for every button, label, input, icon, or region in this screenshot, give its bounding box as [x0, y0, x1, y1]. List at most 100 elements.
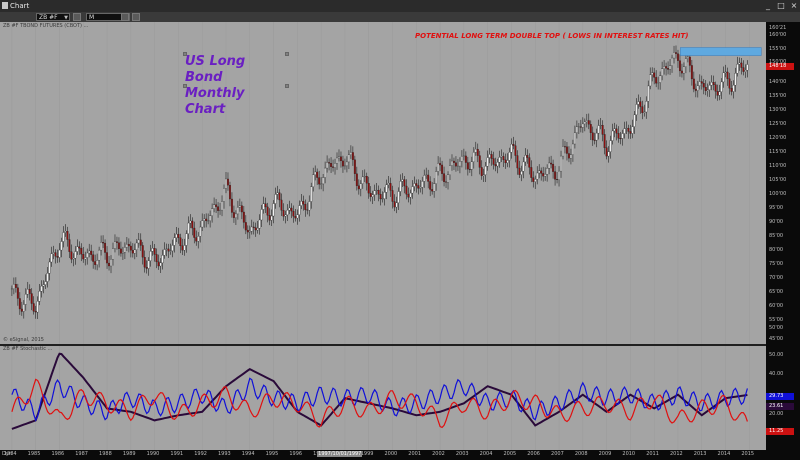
price-candle	[692, 71, 695, 93]
close-icon[interactable]: ×	[790, 1, 798, 10]
selection-handle[interactable]	[183, 84, 187, 88]
candle-body	[14, 283, 17, 288]
candle-body	[276, 192, 279, 195]
candle-body	[458, 161, 461, 167]
minimize-icon[interactable]: _	[766, 1, 770, 10]
price-candle	[46, 267, 49, 288]
price-candle	[645, 96, 648, 119]
stochastic-panel[interactable]: ZB #F Stochastic ...	[0, 346, 766, 450]
price-candle	[114, 234, 116, 253]
selection-handle[interactable]	[183, 52, 187, 56]
price-candle	[510, 138, 513, 159]
price-candle	[647, 80, 650, 108]
price-candle	[94, 254, 97, 270]
price-candle	[175, 226, 178, 243]
candle-body	[419, 187, 422, 189]
candle-body	[724, 71, 727, 74]
candle-body	[225, 178, 227, 189]
price-candle	[187, 216, 190, 239]
price-candle	[506, 153, 509, 168]
price-candle	[401, 173, 404, 188]
price-candle	[306, 202, 309, 215]
candle-body	[506, 160, 509, 164]
candle-body	[157, 261, 160, 267]
price-candle	[24, 288, 27, 311]
price-axis[interactable]: 160'21 160'00 155'00 150'00 148'18 140'0…	[766, 22, 800, 450]
time-axis[interactable]: Dyn 1984 1985 1986 1987 1988 1989 1990 1991 1992…	[0, 450, 800, 460]
price-candle	[48, 258, 51, 281]
candle-body	[84, 257, 87, 260]
price-candle	[121, 246, 124, 261]
time-axis-label: 2013	[693, 451, 707, 457]
time-axis-label: 1994	[241, 451, 255, 457]
selection-handle[interactable]	[285, 52, 289, 56]
price-candle	[470, 156, 473, 177]
price-candle	[704, 80, 707, 96]
candle-body	[80, 248, 83, 255]
price-candle	[684, 52, 687, 74]
candle-body	[385, 184, 388, 193]
price-candle	[425, 167, 428, 179]
candle-body	[567, 153, 570, 159]
price-candle	[391, 185, 394, 209]
price-candle	[340, 151, 342, 168]
chart-title[interactable]: US Long Bond Monthly Chart	[185, 54, 287, 117]
price-candle	[252, 221, 255, 235]
price-candle	[349, 145, 352, 159]
price-candle	[534, 175, 537, 190]
panel-separator[interactable]	[0, 344, 800, 346]
indicator-badge-blue: 29.73	[766, 393, 794, 400]
candle-body	[478, 155, 481, 168]
price-candle	[500, 149, 503, 163]
price-tick: 75'00	[769, 261, 784, 267]
candle-body	[90, 250, 93, 255]
time-axis-label: 2002	[432, 451, 445, 457]
candle-body	[734, 73, 737, 86]
selection-handle[interactable]	[285, 84, 289, 88]
price-tick: 95'00	[769, 205, 784, 211]
price-candle	[607, 146, 610, 163]
price-candle	[472, 147, 475, 169]
price-candle	[455, 156, 457, 172]
time-axis-label: 1984	[3, 451, 17, 457]
symbol-field[interactable]: ZB #F ▼	[36, 13, 70, 21]
price-tick: 120'00	[769, 135, 787, 141]
candle-body	[187, 222, 190, 234]
candle-body	[367, 183, 370, 194]
candle-body	[538, 170, 541, 174]
candle-body	[141, 245, 144, 258]
candle-body	[443, 173, 446, 182]
last-price-badge: 148'18	[766, 63, 794, 70]
price-candle	[554, 165, 557, 186]
candle-body	[282, 210, 285, 217]
price-candle	[585, 113, 588, 128]
candle-body	[52, 252, 55, 254]
candle-body	[357, 185, 360, 190]
price-candle	[74, 246, 77, 265]
interval-menu-icon[interactable]	[121, 13, 129, 21]
price-candle	[185, 230, 188, 253]
candle-body	[680, 70, 683, 74]
axis-top-label: 160'21	[769, 25, 787, 31]
price-chart-panel[interactable]: ZB #F TBOND FUTURES (CBOT) ... US Long B…	[0, 22, 766, 344]
candle-body	[667, 68, 670, 70]
double-top-annotation[interactable]: POTENTIAL LONG TERM DOUBLE TOP ( LOWS IN…	[415, 32, 689, 40]
candle-body	[425, 174, 428, 176]
price-candle	[706, 83, 709, 97]
price-candle	[163, 242, 166, 259]
candle-body	[746, 64, 749, 71]
candle-body	[340, 156, 342, 162]
price-candle	[223, 184, 225, 209]
price-candle	[334, 158, 336, 175]
price-candle	[587, 113, 590, 130]
sync-icon[interactable]	[73, 13, 81, 21]
candle-body	[238, 205, 241, 208]
candle-body	[129, 245, 132, 251]
price-candle	[682, 62, 685, 81]
interval-field[interactable]: M	[86, 13, 130, 21]
chart-settings-icon[interactable]	[132, 13, 140, 21]
maximize-icon[interactable]: □	[777, 1, 785, 10]
candle-body	[447, 174, 449, 183]
price-candle	[597, 119, 600, 140]
candle-body	[558, 170, 560, 180]
